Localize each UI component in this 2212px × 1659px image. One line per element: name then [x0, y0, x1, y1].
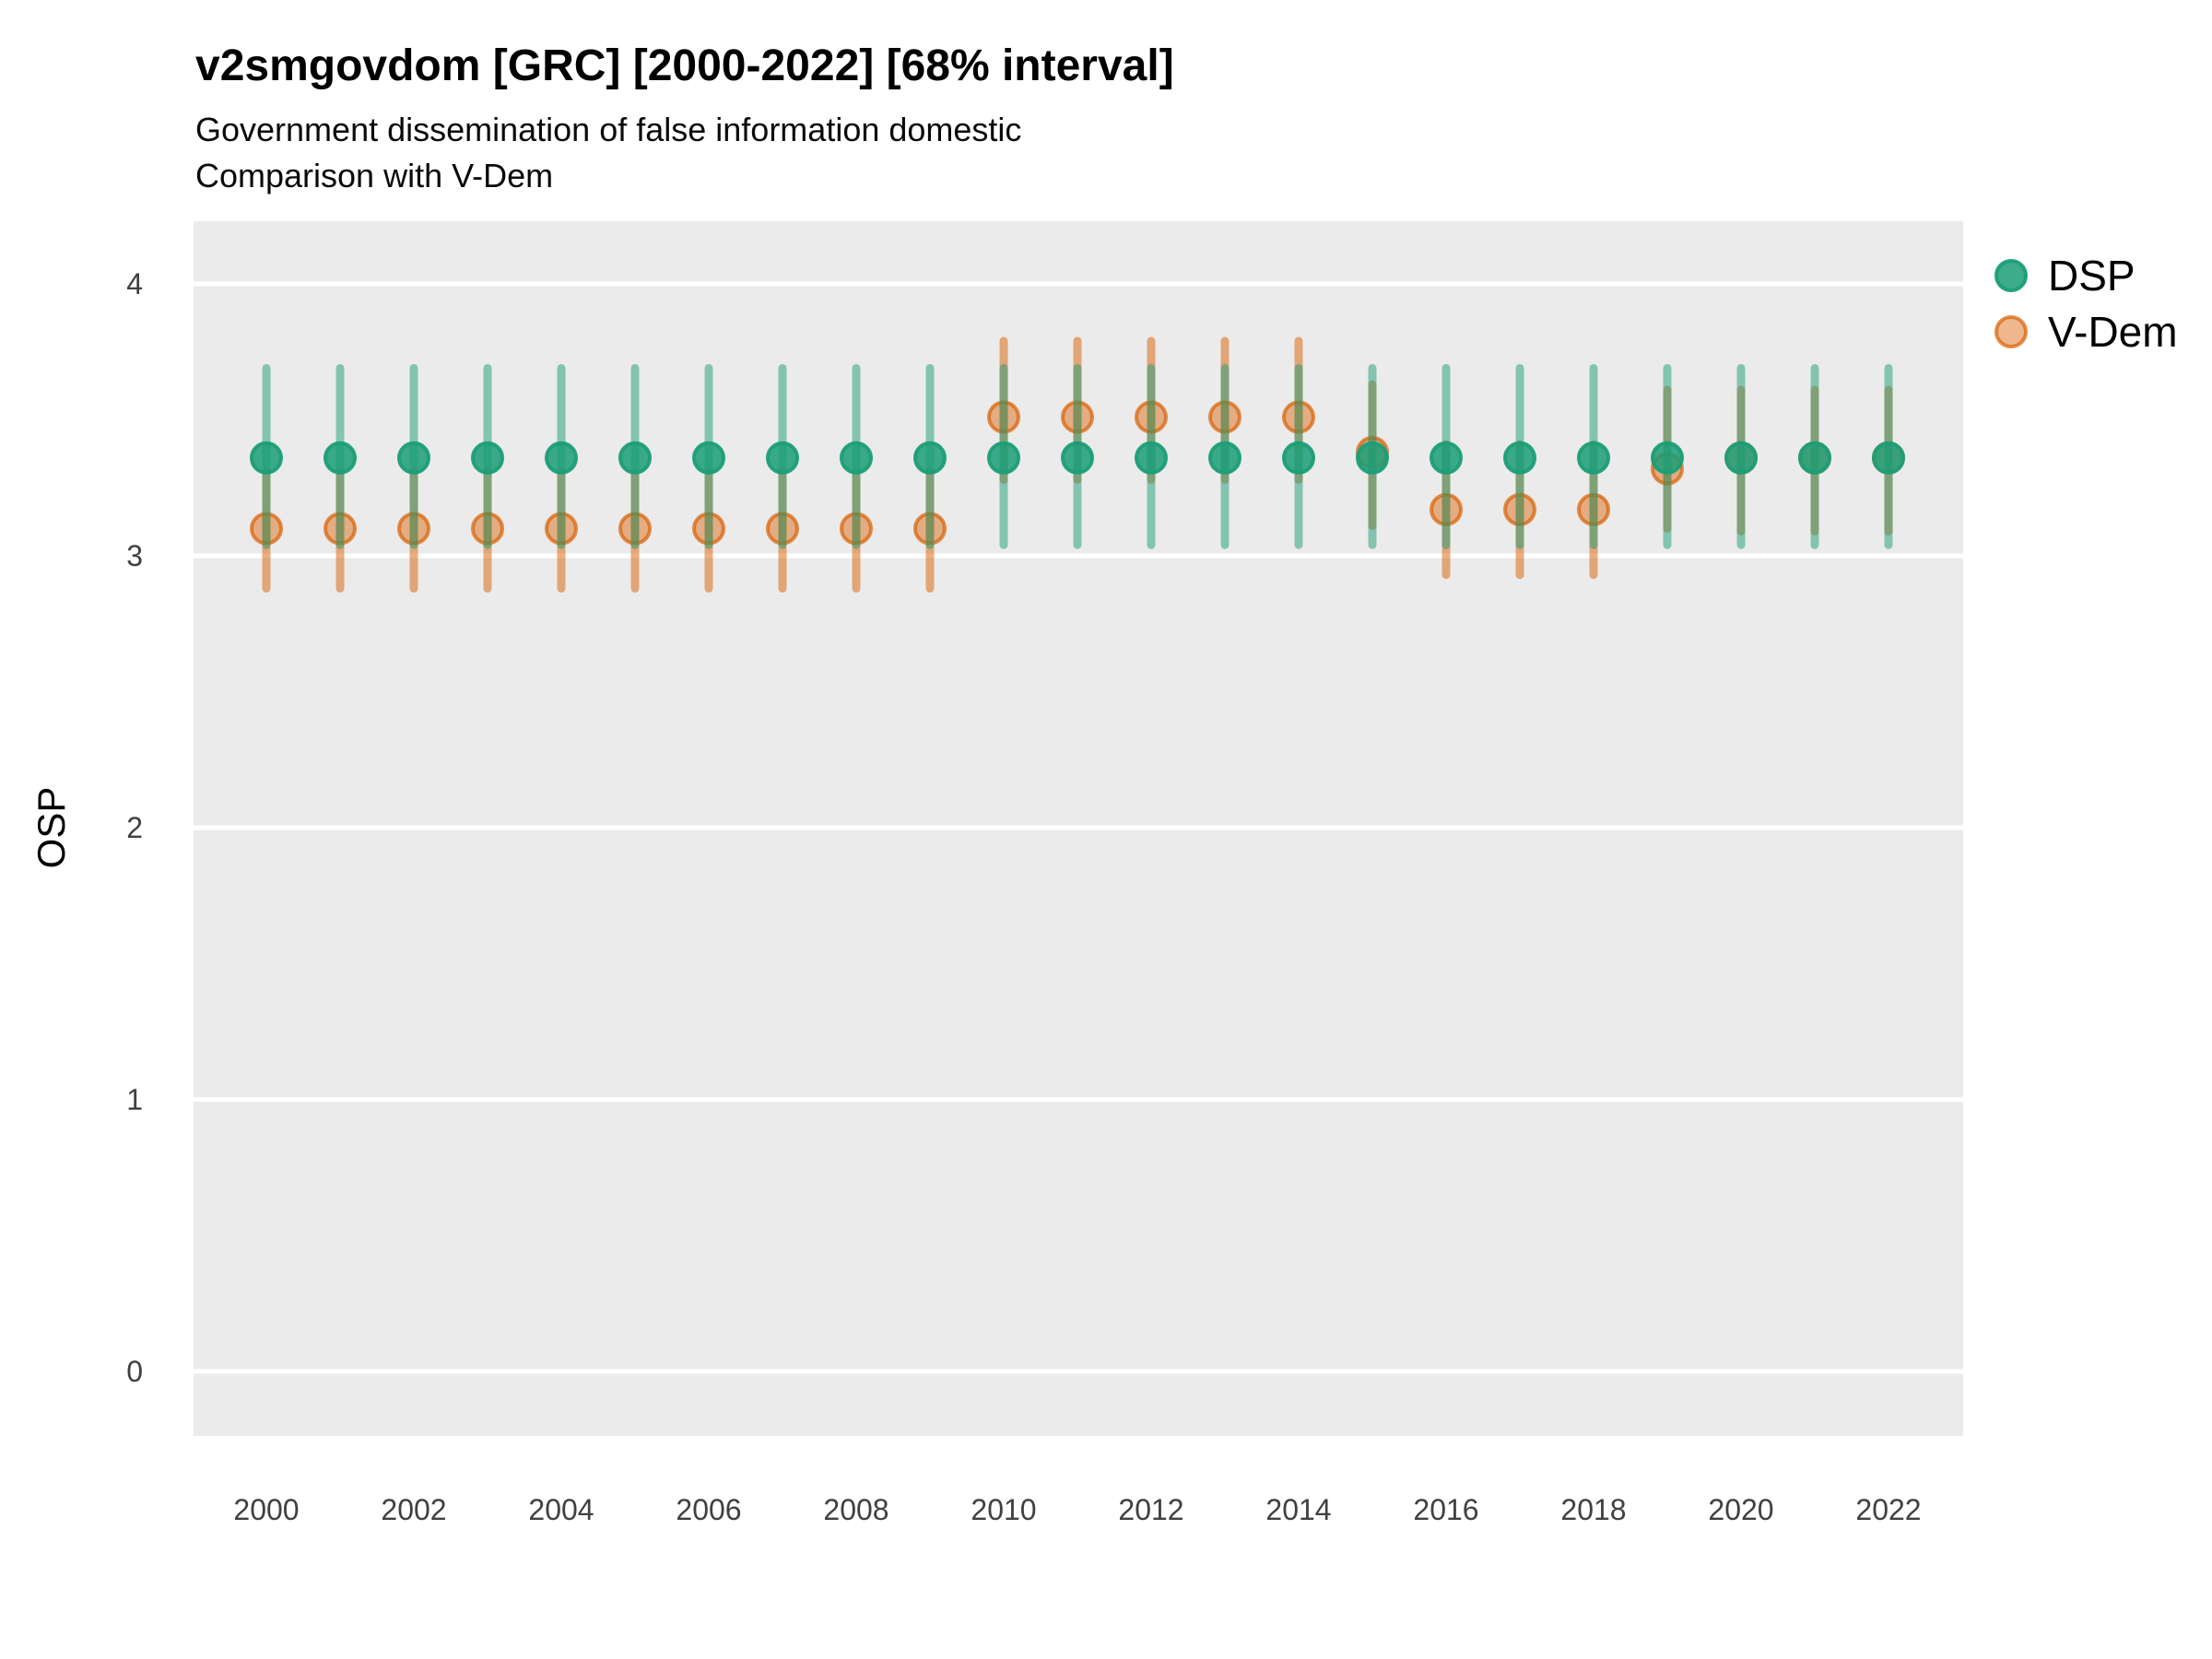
chart-title: v2smgovdom [GRC] [2000-2022] [68% interv…: [195, 41, 1174, 90]
dsp-point-2008: [840, 441, 873, 475]
y-tick-2: 2: [126, 811, 143, 844]
x-tick-2006: 2006: [676, 1493, 742, 1526]
dsp-point-2003: [471, 441, 504, 475]
dsp-point-2016: [1430, 441, 1463, 475]
dsp-point-2017: [1503, 441, 1536, 475]
dsp-point-2001: [324, 441, 357, 475]
x-tick-2010: 2010: [971, 1493, 1037, 1526]
dsp-point-2022: [1872, 441, 1905, 475]
dsp-point-2006: [692, 441, 725, 475]
chart-subtitle-line2: Comparison with V-Dem: [195, 157, 554, 194]
dsp-point-2005: [618, 441, 652, 475]
x-tick-2004: 2004: [528, 1493, 594, 1526]
x-tick-2018: 2018: [1560, 1493, 1627, 1526]
x-tick-2000: 2000: [233, 1493, 300, 1526]
dsp-point-2021: [1798, 441, 1831, 475]
y-tick-0: 0: [126, 1355, 143, 1388]
dsp-point-2012: [1135, 441, 1168, 475]
legend-swatch-v-dem: [1994, 315, 2028, 348]
dsp-point-2018: [1577, 441, 1610, 475]
legend-label-dsp: DSP: [2048, 252, 2136, 300]
dsp-point-2020: [1724, 441, 1758, 475]
dsp-point-2002: [397, 441, 430, 475]
x-tick-2022: 2022: [1855, 1493, 1922, 1526]
dsp-point-2019: [1651, 441, 1684, 475]
legend-label-vdem: V-Dem: [2048, 308, 2178, 356]
x-tick-2012: 2012: [1118, 1493, 1184, 1526]
x-tick-2008: 2008: [823, 1493, 889, 1526]
y-tick-3: 3: [126, 539, 143, 572]
x-tick-2014: 2014: [1265, 1493, 1332, 1526]
y-tick-4: 4: [126, 267, 143, 300]
x-tick-2002: 2002: [381, 1493, 447, 1526]
chart-subtitle-line1: Government dissemination of false inform…: [195, 111, 1022, 148]
dsp-point-2010: [987, 441, 1020, 475]
dsp-point-2007: [766, 441, 799, 475]
legend-swatch-dsp: [1994, 259, 2028, 292]
dsp-point-2009: [913, 441, 947, 475]
x-tick-2016: 2016: [1413, 1493, 1479, 1526]
dsp-point-2011: [1061, 441, 1094, 475]
dsp-point-2000: [250, 441, 283, 475]
dsp-point-2004: [545, 441, 578, 475]
x-tick-2020: 2020: [1708, 1493, 1774, 1526]
dsp-point-2015: [1356, 441, 1389, 475]
dsp-point-2014: [1282, 441, 1315, 475]
dsp-point-2013: [1208, 441, 1241, 475]
y-tick-1: 1: [126, 1083, 143, 1116]
